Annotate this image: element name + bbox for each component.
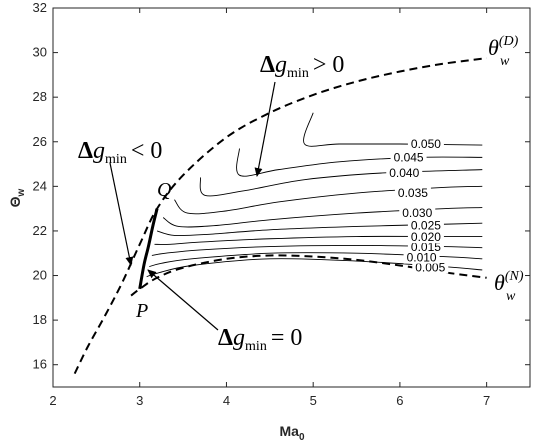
contour-label-bg: [394, 186, 431, 200]
y-tick-label: 18: [33, 312, 47, 327]
plot-frame: [52, 7, 531, 388]
axis-ticks: 2 3 4 5 6 7 16 18 20 22 24 26 28 30 32: [33, 0, 530, 408]
annotation-positive: Δgmin > 0: [260, 52, 344, 81]
detachment-curve: [73, 57, 487, 375]
y-tick-label: 22: [33, 223, 47, 238]
contour-label: 0.025: [411, 218, 441, 232]
x-tick-label: 7: [483, 393, 490, 408]
annotation-zero: Δgmin = 0: [218, 325, 302, 354]
y-tick-label: 30: [33, 45, 47, 60]
x-tick-label: 2: [49, 393, 56, 408]
x-tick-label: 3: [136, 393, 143, 408]
contour-label-bg: [407, 239, 444, 253]
y-axis-label: Θw: [7, 188, 27, 207]
contour-label-bg: [386, 165, 423, 179]
contour-label-bg: [407, 136, 444, 150]
x-axis-label: Ma0: [279, 423, 304, 443]
neumann-curve-label-sub: w: [506, 289, 516, 304]
arrow-positive: [254, 81, 276, 177]
x-tick-label: 6: [396, 393, 403, 408]
x-tick-label: 5: [310, 393, 317, 408]
contour-line: [236, 148, 483, 177]
contour-label: 0.045: [394, 150, 424, 164]
arrow-negative: [109, 162, 134, 266]
detachment-curve-label: θ(D): [488, 34, 519, 60]
zero-curve: [138, 208, 159, 290]
point-q-label: Q: [157, 179, 172, 201]
contour-label-bg: [412, 260, 449, 274]
y-tick-label: 26: [33, 134, 47, 149]
annotations: Δgmin > 0 Δgmin < 0 Δgmin = 0: [78, 52, 344, 354]
y-tick-label: 16: [33, 357, 47, 372]
y-tick-label: 24: [33, 178, 47, 193]
contour-label-bg: [407, 230, 444, 244]
contour-label: 0.005: [415, 261, 445, 275]
detachment-curve-label-sub: w: [500, 54, 510, 69]
contour-label: 0.010: [407, 251, 437, 265]
annotation-negative: Δgmin < 0: [78, 138, 162, 167]
contour-line: [174, 185, 483, 215]
y-tick-label: 28: [33, 89, 47, 104]
y-tick-label: 20: [33, 268, 47, 283]
neumann-curve-label: θ(N): [494, 269, 524, 295]
contour-label: 0.050: [411, 137, 441, 151]
contour-label: 0.040: [389, 166, 419, 180]
contour-label-bg: [403, 250, 440, 264]
contour-line: [149, 252, 483, 268]
x-tick-label: 4: [223, 393, 230, 408]
contour-label: 0.020: [411, 230, 441, 244]
arrow-zero: [147, 269, 219, 331]
point-p-label: P: [135, 300, 148, 322]
contour-label-bg: [399, 206, 436, 220]
contour-line: [162, 207, 483, 228]
contour-label: 0.035: [398, 186, 428, 200]
contour-label: 0.030: [402, 206, 432, 220]
contour-label: 0.015: [411, 240, 441, 254]
y-tick-label: 32: [33, 0, 47, 15]
contour-label-bg: [407, 218, 444, 232]
contour-label-bg: [390, 150, 427, 164]
